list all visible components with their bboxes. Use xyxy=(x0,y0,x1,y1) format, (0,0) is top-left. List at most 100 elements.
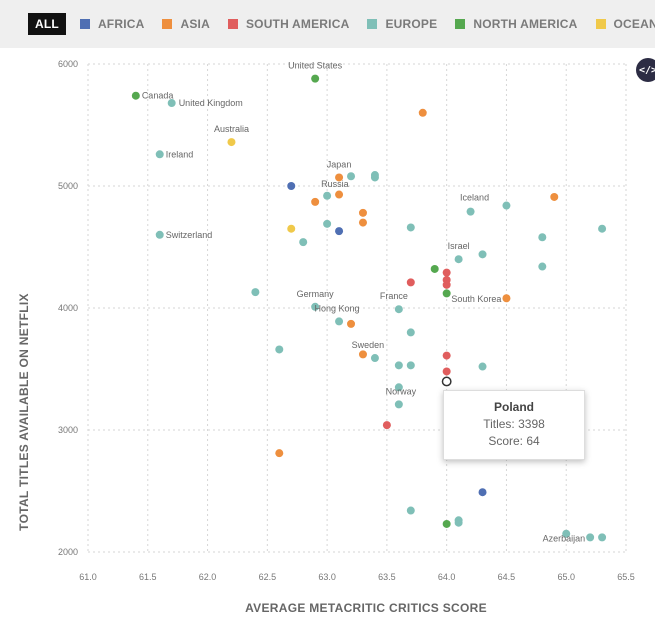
x-tick-label: 64.0 xyxy=(438,572,456,582)
point-label: United States xyxy=(288,61,343,71)
data-point[interactable] xyxy=(442,280,451,289)
data-point[interactable] xyxy=(442,519,451,528)
y-tick-label: 2000 xyxy=(58,547,78,557)
point-azerbaijan[interactable] xyxy=(586,533,595,542)
data-point[interactable] xyxy=(275,449,284,458)
data-point[interactable] xyxy=(442,289,451,298)
filter-africa-label: AFRICA xyxy=(97,17,145,31)
data-point[interactable] xyxy=(287,224,296,233)
x-tick-label: 64.5 xyxy=(498,572,516,582)
point-france[interactable] xyxy=(394,305,403,314)
data-point[interactable] xyxy=(406,328,415,337)
data-point[interactable] xyxy=(550,192,559,201)
data-point[interactable] xyxy=(538,262,547,271)
data-point[interactable] xyxy=(442,351,451,360)
filter-south-america-button[interactable]: SOUTH AMERICA xyxy=(227,17,350,31)
point-label: Iceland xyxy=(460,193,489,203)
data-point[interactable] xyxy=(251,288,260,297)
data-point[interactable] xyxy=(406,506,415,515)
filter-africa-button[interactable]: AFRICA xyxy=(79,17,145,31)
data-point[interactable] xyxy=(598,533,607,542)
data-point[interactable] xyxy=(442,367,451,376)
data-point[interactable] xyxy=(562,529,571,538)
point-labels: United States Canada United Kingdom Austral… xyxy=(142,61,585,544)
point-united-states[interactable] xyxy=(311,74,320,83)
tooltip-titles: Titles: 3398 xyxy=(483,417,545,431)
filter-asia-button[interactable]: ASIA xyxy=(162,17,210,31)
point-united-kingdom[interactable] xyxy=(167,99,176,108)
point-label: Germany xyxy=(297,289,335,299)
data-point[interactable] xyxy=(454,516,463,525)
data-point[interactable] xyxy=(287,182,296,190)
data-point[interactable] xyxy=(478,362,487,371)
data-point[interactable] xyxy=(299,238,308,247)
point-label: Ireland xyxy=(166,149,194,159)
filter-north-america-button[interactable]: NORTH AMERICA xyxy=(455,17,577,31)
point-norway[interactable] xyxy=(394,400,403,409)
filter-south-america-label: SOUTH AMERICA xyxy=(245,17,350,31)
tooltip: Poland Titles: 3398 Score: 64 xyxy=(443,390,585,460)
data-point[interactable] xyxy=(275,345,284,354)
point-canada[interactable] xyxy=(131,91,140,100)
point-label: United Kingdom xyxy=(179,98,243,108)
y-tick-label: 6000 xyxy=(58,59,78,69)
y-axis-title: TOTAL TITLES AVAILABLE ON NETFLIX xyxy=(17,293,31,531)
filter-europe-button[interactable]: EUROPE xyxy=(367,17,437,31)
data-point[interactable] xyxy=(335,227,344,236)
data-point[interactable] xyxy=(538,233,547,242)
data-point[interactable] xyxy=(382,421,391,430)
point-australia[interactable] xyxy=(227,138,236,147)
data-point[interactable] xyxy=(406,278,415,287)
tooltip-score: Score: 64 xyxy=(488,434,540,448)
point-label: Norway xyxy=(386,386,417,396)
data-point[interactable] xyxy=(418,108,427,117)
data-point[interactable] xyxy=(406,361,415,370)
embed-code-button[interactable]: </> xyxy=(636,58,655,82)
data-point[interactable] xyxy=(335,190,344,199)
point-poland[interactable] xyxy=(441,376,452,387)
point-label: Azerbaijan xyxy=(543,533,586,543)
filter-europe-label: EUROPE xyxy=(385,17,438,31)
point-ireland[interactable] xyxy=(155,150,164,159)
x-axis-ticks: 61.0 61.5 62.0 62.5 63.0 63.5 64.0 64.5 65.0 65.5 xyxy=(79,572,635,582)
data-point[interactable] xyxy=(311,197,320,206)
data-point[interactable] xyxy=(347,172,356,181)
data-point[interactable] xyxy=(502,201,511,210)
point-sweden[interactable] xyxy=(370,354,379,363)
filter-oceania-button[interactable]: OCEANIA xyxy=(595,17,655,31)
point-iceland[interactable] xyxy=(466,207,475,216)
x-tick-label: 63.5 xyxy=(378,572,396,582)
point-hong-kong[interactable] xyxy=(335,317,344,326)
data-point[interactable] xyxy=(406,223,415,232)
x-tick-label: 65.5 xyxy=(617,572,635,582)
data-point[interactable] xyxy=(478,250,487,259)
data-point[interactable] xyxy=(358,218,367,227)
data-point[interactable] xyxy=(358,208,367,217)
data-point[interactable] xyxy=(370,171,379,180)
point-israel[interactable] xyxy=(454,255,463,264)
data-point[interactable] xyxy=(478,488,487,497)
point-label: Canada xyxy=(142,91,174,101)
data-point[interactable] xyxy=(394,361,403,370)
point-south-korea[interactable] xyxy=(502,294,511,303)
data-point[interactable] xyxy=(347,319,356,328)
data-point[interactable] xyxy=(394,383,403,392)
filter-oceania-label: OCEANIA xyxy=(613,17,655,31)
filter-asia-label: ASIA xyxy=(180,17,210,31)
data-point[interactable] xyxy=(598,224,607,233)
data-point[interactable] xyxy=(442,268,451,277)
point-russia[interactable] xyxy=(323,191,332,200)
point-japan[interactable] xyxy=(335,173,344,182)
asia-swatch xyxy=(162,19,173,29)
x-tick-label: 62.5 xyxy=(259,572,277,582)
point-germany[interactable] xyxy=(311,302,320,311)
point-switzerland[interactable] xyxy=(155,230,164,239)
data-point[interactable] xyxy=(323,219,332,228)
point-label: Australia xyxy=(214,124,249,134)
y-tick-label: 3000 xyxy=(58,425,78,435)
x-tick-label: 62.0 xyxy=(199,572,217,582)
filter-all-button[interactable]: ALL xyxy=(28,13,66,35)
data-point[interactable] xyxy=(358,350,367,359)
north-america-swatch xyxy=(455,19,466,29)
data-point[interactable] xyxy=(430,264,439,273)
